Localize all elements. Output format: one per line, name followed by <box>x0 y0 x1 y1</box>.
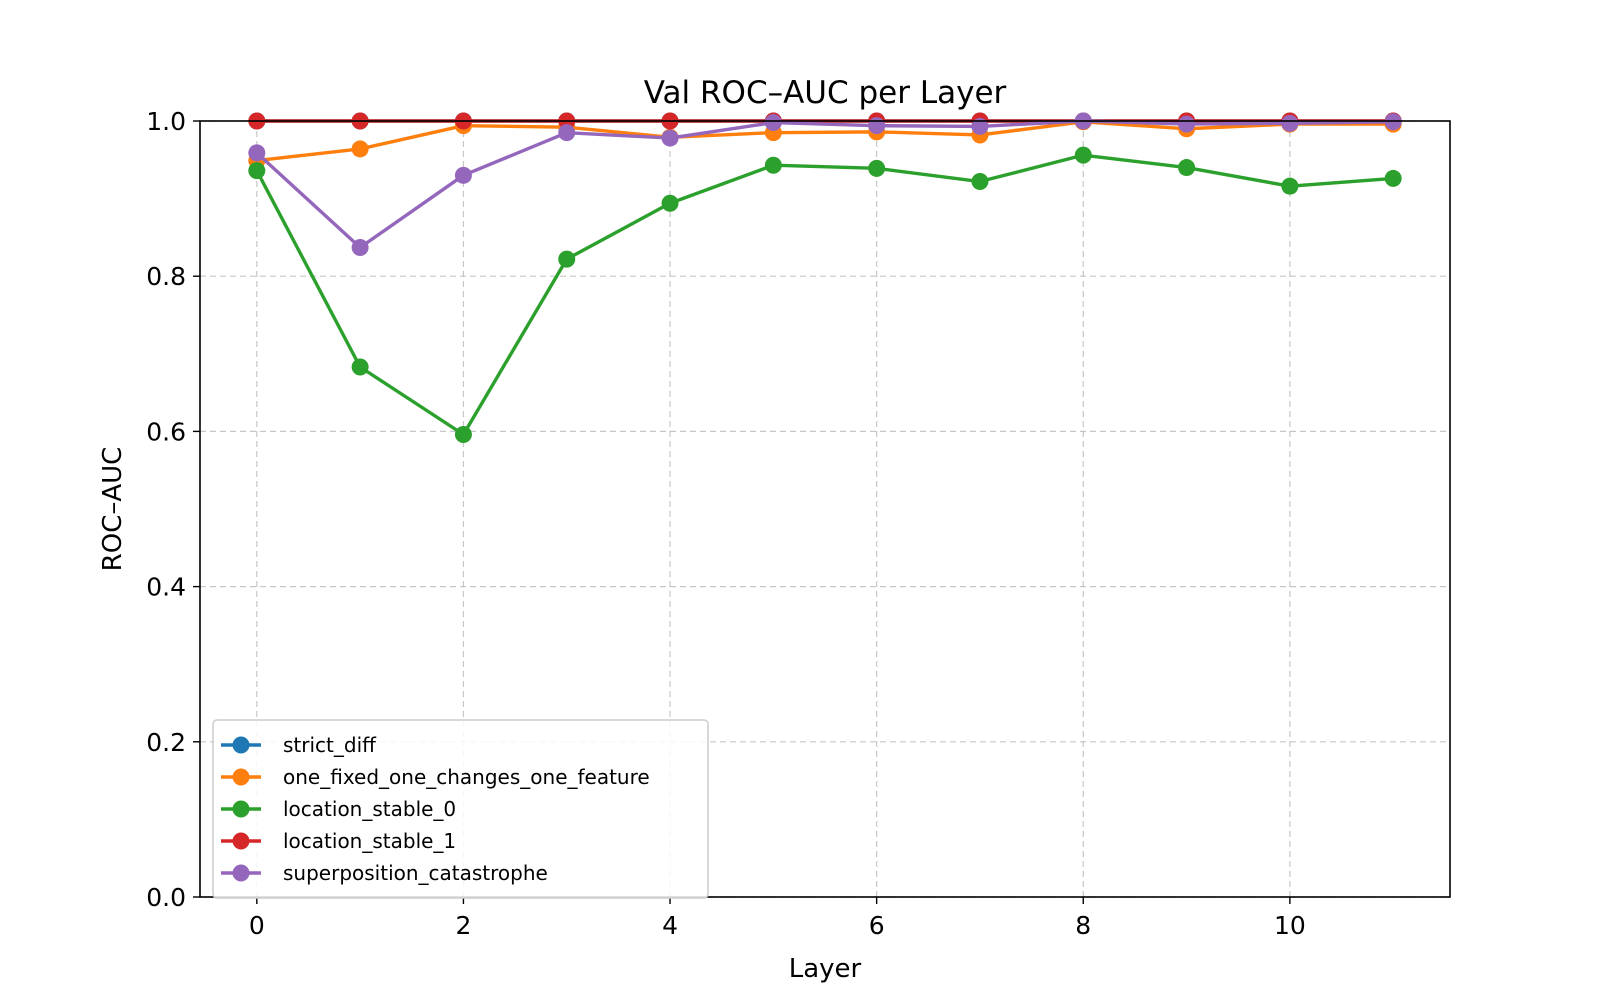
data-point <box>1281 177 1299 195</box>
legend-marker <box>232 800 250 818</box>
data-point <box>351 140 369 158</box>
x-tick-label: 0 <box>249 911 265 940</box>
x-axis-label: Layer <box>789 954 862 984</box>
data-point <box>558 250 576 268</box>
legend-item: strict_diff <box>221 733 377 757</box>
legend-label: location_stable_0 <box>283 797 456 821</box>
data-point <box>661 129 679 147</box>
data-point <box>661 194 679 212</box>
y-tick-label: 0.0 <box>146 883 186 912</box>
legend-label: one_fixed_one_changes_one_feature <box>283 765 650 789</box>
x-tick-label: 6 <box>869 911 885 940</box>
y-tick-label: 0.6 <box>146 417 186 446</box>
plot-frame <box>199 120 1451 898</box>
chart-title: Val ROC–AUC per Layer <box>644 75 1007 111</box>
series-line <box>255 153 1395 437</box>
legend-label: superposition_catastrophe <box>283 861 548 885</box>
y-tick-label: 0.8 <box>146 262 186 291</box>
data-point <box>1178 115 1196 133</box>
data-point <box>248 162 266 180</box>
ticks: 0 2 4 6 8 10 0.0 0.2 0.4 0.6 0.8 1.0 <box>146 107 1306 940</box>
legend-label: location_stable_1 <box>283 829 456 853</box>
legend-marker <box>232 864 250 882</box>
x-tick-label: 2 <box>455 911 471 940</box>
y-axis-label: ROC–AUC <box>98 447 128 572</box>
data-point <box>558 124 576 142</box>
legend-item: location_stable_0 <box>221 797 456 821</box>
data-point <box>764 114 782 132</box>
y-tick-label: 0.2 <box>146 728 186 757</box>
data-point <box>1384 169 1402 187</box>
data-point <box>248 144 266 162</box>
series-line <box>255 119 1395 250</box>
data-point <box>454 166 472 184</box>
data-point <box>764 156 782 174</box>
series-location_stable_0 <box>248 146 1402 444</box>
y-tick-label: 0.4 <box>146 573 186 602</box>
legend-item: location_stable_1 <box>221 829 456 853</box>
data-point <box>971 173 989 191</box>
y-tick-label: 1.0 <box>146 107 186 136</box>
x-tick-label: 8 <box>1075 911 1091 940</box>
legend-marker <box>232 736 250 754</box>
x-tick-label: 4 <box>662 911 678 940</box>
legend-label: strict_diff <box>283 733 377 757</box>
legend: strict_diff one_fixed_one_changes_one_fea… <box>212 719 709 899</box>
legend-marker <box>232 832 250 850</box>
legend-box <box>212 719 709 899</box>
data-point <box>1074 146 1092 164</box>
data-point <box>1178 159 1196 177</box>
data-point <box>351 358 369 376</box>
legend-item: one_fixed_one_changes_one_feature <box>221 765 650 789</box>
data-point <box>971 117 989 135</box>
data-point <box>868 117 886 135</box>
x-tick-label: 10 <box>1274 911 1306 940</box>
legend-item: superposition_catastrophe <box>221 861 548 885</box>
data-point <box>868 159 886 177</box>
data-point <box>454 426 472 444</box>
legend-marker <box>232 768 250 786</box>
data-point <box>351 238 369 256</box>
series-line <box>255 120 1395 163</box>
data-point <box>1281 114 1299 132</box>
